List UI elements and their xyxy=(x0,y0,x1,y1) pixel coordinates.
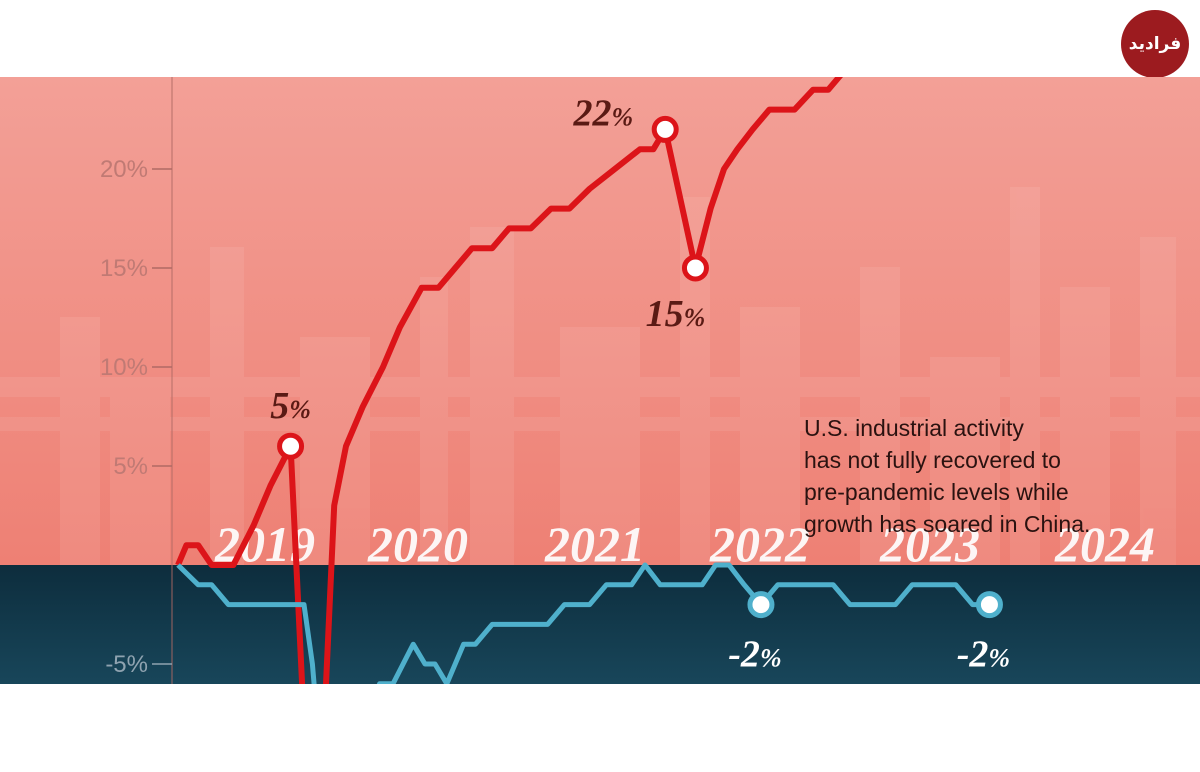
china-data-label: 15% xyxy=(646,293,706,335)
china-point-marker xyxy=(681,254,709,282)
data-label-unit: % xyxy=(684,303,706,332)
caption-line: U.S. industrial activity xyxy=(804,415,1024,441)
x-year-label: 2023 xyxy=(879,516,980,572)
us-data-label: -2% xyxy=(728,634,781,676)
china-point-marker xyxy=(651,115,679,143)
x-year-label: 2020 xyxy=(367,516,468,572)
negative-background xyxy=(0,565,1200,684)
logo-text: فرادید xyxy=(1128,34,1182,54)
data-label-value: 15 xyxy=(646,293,684,335)
us-series-line xyxy=(176,562,990,684)
line-chart: 20%15%10%5%-5% 2019 2020 2021 2022 2023 2024 … xyxy=(0,77,1200,684)
x-year-label: 2021 xyxy=(544,516,645,572)
caption-line: has not fully recovered to xyxy=(804,447,1061,473)
china-point-marker xyxy=(277,432,305,460)
y-tick-label: -5% xyxy=(105,651,148,678)
chart-caption: U.S. industrial activity has not fully re… xyxy=(804,412,1164,540)
caption-line: pre-pandemic levels while xyxy=(804,479,1069,505)
data-label-value: -2 xyxy=(728,634,760,676)
data-label-value: 22 xyxy=(573,92,612,134)
us-data-label: -2% xyxy=(957,634,1010,676)
positive-background xyxy=(0,77,1200,565)
china-data-label: 5% xyxy=(270,385,311,427)
caption-line: growth has soared in China. xyxy=(804,511,1091,537)
y-tick-label: 10% xyxy=(100,354,148,381)
data-label-value: -2 xyxy=(957,634,989,676)
y-tick-label: 20% xyxy=(100,156,148,183)
x-year-label: 2024 xyxy=(1054,516,1155,572)
brand-logo: فرادید xyxy=(1121,10,1189,78)
china-series-line xyxy=(175,77,843,684)
data-label-unit: % xyxy=(289,395,311,424)
y-tick-label: 15% xyxy=(100,255,148,282)
data-label-unit: % xyxy=(988,644,1010,673)
us-point-marker xyxy=(747,591,775,619)
us-point-marker xyxy=(975,591,1003,619)
y-tick-label: 5% xyxy=(113,453,148,480)
data-label-unit: % xyxy=(612,102,634,131)
chart-area: 20% 15% 10% 5% -5% 2019 2020 2021 2022 2023 2024 … xyxy=(0,77,1200,684)
china-data-label: 22% xyxy=(573,92,634,134)
data-label-unit: % xyxy=(760,644,782,673)
data-label-value: 5 xyxy=(270,385,289,427)
